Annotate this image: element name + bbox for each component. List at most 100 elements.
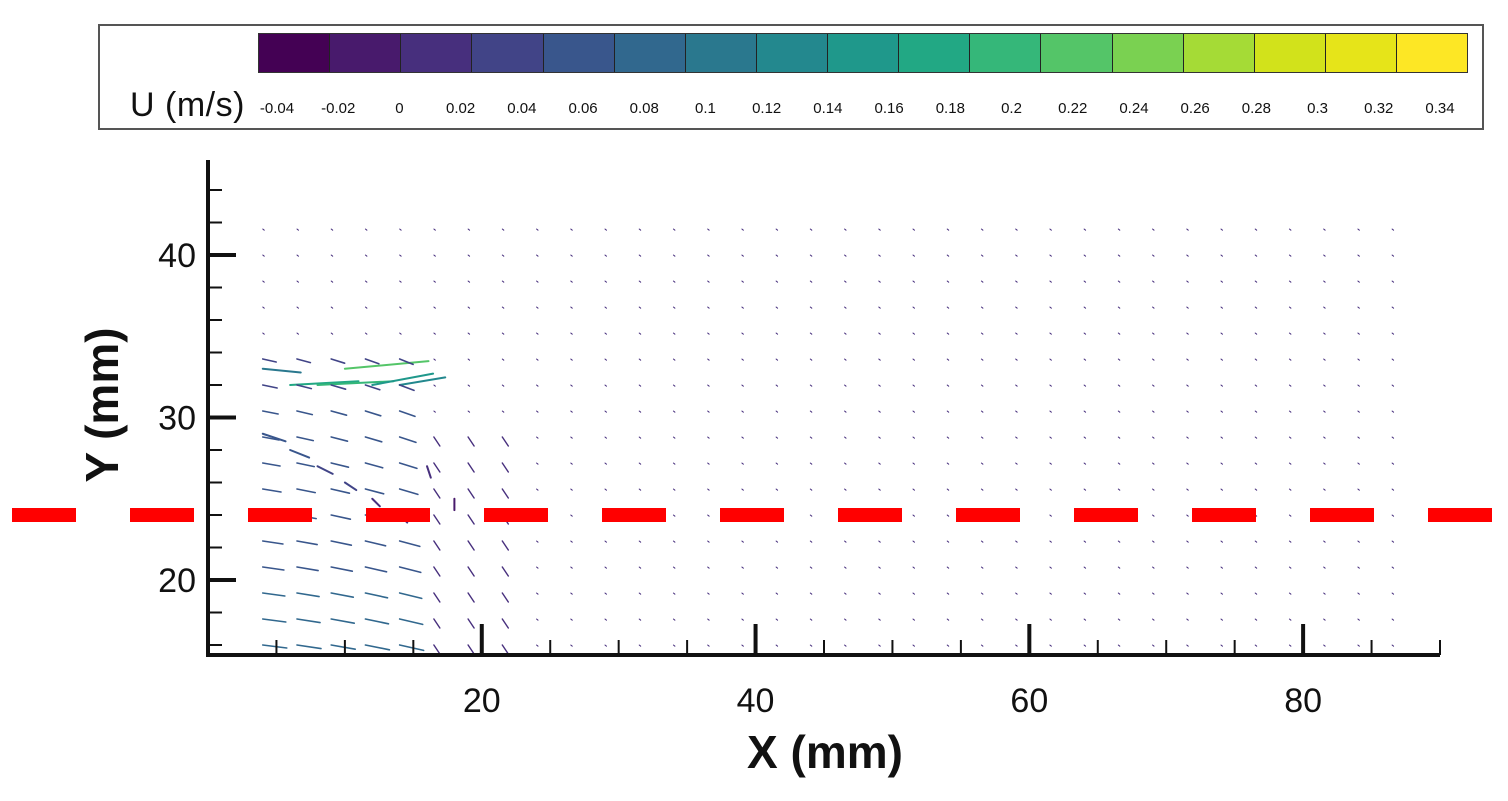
velocity-vector bbox=[809, 566, 813, 569]
colorbar-swatch bbox=[259, 34, 331, 72]
velocity-vector bbox=[1083, 644, 1087, 647]
velocity-vector bbox=[1015, 280, 1018, 283]
velocity-vector bbox=[1357, 462, 1360, 465]
colorbar-tick-label: 0.14 bbox=[813, 100, 843, 117]
velocity-vector bbox=[1391, 436, 1395, 439]
velocity-vector bbox=[672, 618, 676, 621]
velocity-vector bbox=[638, 332, 642, 335]
velocity-vector bbox=[371, 372, 435, 386]
velocity-vector bbox=[844, 618, 847, 621]
velocity-vector bbox=[330, 254, 334, 257]
velocity-vector bbox=[296, 410, 314, 416]
velocity-vector bbox=[1152, 488, 1155, 491]
velocity-vector bbox=[980, 488, 984, 491]
velocity-vector bbox=[570, 254, 573, 257]
velocity-vector bbox=[1049, 436, 1052, 439]
velocity-vector bbox=[1288, 228, 1292, 231]
velocity-vector bbox=[946, 254, 950, 257]
velocity-vector bbox=[878, 384, 881, 387]
velocity-vector bbox=[261, 436, 280, 441]
velocity-vector bbox=[809, 514, 813, 517]
velocity-vector bbox=[1186, 332, 1189, 335]
velocity-vector bbox=[330, 436, 349, 443]
velocity-vector bbox=[878, 618, 881, 621]
velocity-vector bbox=[1391, 228, 1395, 231]
velocity-vector bbox=[364, 566, 388, 573]
velocity-vector bbox=[672, 228, 676, 231]
velocity-vector bbox=[1152, 436, 1155, 439]
velocity-vector bbox=[707, 358, 710, 361]
velocity-vector bbox=[1083, 436, 1087, 439]
velocity-vector bbox=[1186, 410, 1189, 413]
velocity-vector bbox=[878, 306, 881, 309]
velocity-vector bbox=[467, 410, 471, 413]
velocity-vector bbox=[1083, 540, 1087, 543]
velocity-vector bbox=[604, 540, 607, 543]
velocity-vector bbox=[1186, 384, 1189, 387]
velocity-vector bbox=[1254, 592, 1258, 595]
velocity-vector bbox=[1220, 358, 1223, 361]
velocity-vector bbox=[604, 566, 607, 569]
velocity-vector bbox=[775, 306, 779, 309]
velocity-vector bbox=[398, 592, 423, 600]
velocity-vector bbox=[1254, 384, 1258, 387]
velocity-vector bbox=[1049, 514, 1052, 517]
velocity-vector bbox=[1254, 280, 1258, 283]
velocity-vector bbox=[809, 306, 813, 309]
velocity-vector bbox=[604, 384, 607, 387]
velocity-vector bbox=[371, 497, 381, 508]
velocity-vector bbox=[330, 332, 334, 335]
velocity-vector bbox=[1117, 436, 1121, 439]
velocity-vector bbox=[1083, 280, 1087, 283]
velocity-vector bbox=[672, 306, 676, 309]
velocity-vector bbox=[1323, 384, 1326, 387]
velocity-vector bbox=[741, 358, 744, 361]
velocity-vector bbox=[604, 280, 607, 283]
velocity-vector bbox=[604, 228, 607, 231]
x-tick-label: 40 bbox=[737, 682, 775, 720]
velocity-vector bbox=[1117, 280, 1121, 283]
velocity-vector bbox=[1015, 410, 1018, 413]
velocity-vector bbox=[1186, 306, 1189, 309]
velocity-vector bbox=[501, 228, 505, 231]
velocity-vector bbox=[1288, 280, 1292, 283]
velocity-vector bbox=[296, 280, 299, 283]
velocity-vector bbox=[1254, 306, 1258, 309]
velocity-vector bbox=[1323, 410, 1326, 413]
velocity-vector bbox=[1391, 514, 1395, 517]
velocity-vector bbox=[980, 592, 984, 595]
velocity-vector bbox=[296, 540, 318, 546]
velocity-vector bbox=[844, 358, 847, 361]
velocity-vector bbox=[741, 228, 744, 231]
velocity-vector bbox=[1015, 488, 1018, 491]
velocity-vector bbox=[433, 384, 436, 387]
velocity-vector bbox=[741, 306, 744, 309]
velocity-vector bbox=[604, 254, 607, 257]
velocity-vector bbox=[1049, 384, 1052, 387]
velocity-vector bbox=[912, 280, 915, 283]
velocity-vector bbox=[501, 306, 505, 309]
velocity-vector bbox=[1083, 306, 1087, 309]
velocity-vector bbox=[570, 306, 573, 309]
velocity-vector bbox=[980, 436, 984, 439]
velocity-vector bbox=[604, 644, 607, 647]
velocity-vector bbox=[296, 306, 299, 309]
velocity-vector bbox=[980, 306, 984, 309]
velocity-vector bbox=[638, 306, 642, 309]
velocity-vector bbox=[1288, 462, 1292, 465]
velocity-vector bbox=[912, 358, 915, 361]
velocity-vector bbox=[1254, 618, 1258, 621]
velocity-vector bbox=[501, 488, 510, 499]
velocity-vector bbox=[1083, 254, 1087, 257]
velocity-vector bbox=[809, 618, 813, 621]
velocity-vector bbox=[1254, 540, 1258, 543]
velocity-vector bbox=[1049, 254, 1052, 257]
velocity-vector bbox=[1391, 306, 1395, 309]
velocity-vector bbox=[1049, 410, 1052, 413]
velocity-vector bbox=[364, 488, 385, 495]
colorbar-tick-label: 0.16 bbox=[874, 100, 904, 117]
velocity-vector bbox=[878, 592, 881, 595]
velocity-vector bbox=[912, 462, 915, 465]
velocity-vector bbox=[1391, 644, 1395, 647]
